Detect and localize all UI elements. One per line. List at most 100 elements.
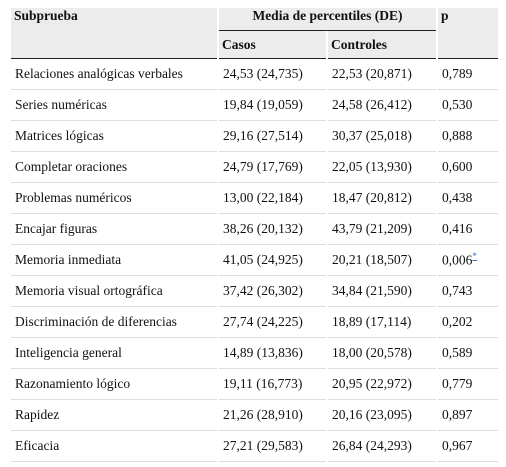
table-row: Encajar figuras 38,26 (20,132) 43,79 (21,2… [11,214,499,245]
table-row: Problemas numéricos 13,00 (22,184) 18,47 (… [11,183,499,214]
table-cell: 14,89 (13,836) [219,338,326,369]
cell-text: 0,789 [442,66,473,81]
table-cell: 34,84 (21,590) [328,276,437,307]
table-cell: Problemas numéricos [11,183,217,214]
table-cell: Series numéricas [11,90,217,121]
cell-text: 20,21 (18,507) [332,252,412,267]
header-cell: Media de percentiles (DE) [219,8,437,31]
table-cell: 0,589 [438,338,499,369]
table-row: Memoria visual ortográfica 37,42 (26,302)… [11,276,499,307]
cell-text: Encajar figuras [15,221,98,236]
cell-text: 24,58 (26,412) [332,97,412,112]
cell-text: 0,202 [442,314,473,329]
header-cell: p [438,8,499,59]
cell-text: 0,416 [442,221,473,236]
table-cell: 0,202 [438,307,499,338]
table-cell: 29,16 (27,514) [219,121,326,152]
table-cell: 22,05 (13,930) [328,152,437,183]
results-table: Subprueba Media de percentiles (DE) p Ca… [9,8,500,462]
table-cell: 30,37 (25,018) [328,121,437,152]
table-cell: 24,79 (17,769) [219,152,326,183]
table-cell: 18,89 (17,114) [328,307,437,338]
table-cell: Relaciones analógicas verbales [11,59,217,90]
cell-text: 18,47 (20,812) [332,190,412,205]
table-cell: Razonamiento lógico [11,369,217,400]
table-cell: 19,84 (19,059) [219,90,326,121]
cell-text: 13,00 (22,184) [223,190,303,205]
cell-text: 0,779 [442,376,473,391]
table-cell: 0,779 [438,369,499,400]
cell-text: Matrices lógicas [15,128,104,143]
table-row: Discriminación de diferencias 27,74 (24,2… [11,307,499,338]
header-cell: Casos [219,31,326,59]
table-cell: 41,05 (24,925) [219,245,326,276]
cell-text: 21,26 (28,910) [223,407,303,422]
footnote-link[interactable]: * [472,251,477,262]
cell-text: 14,89 (13,836) [223,345,303,360]
table-cell: Inteligencia general [11,338,217,369]
table-cell: 24,58 (26,412) [328,90,437,121]
cell-text: 0,438 [442,190,473,205]
table-cell: 13,00 (22,184) [219,183,326,214]
table-cell: 27,21 (29,583) [219,431,326,462]
cell-text: 43,79 (21,209) [332,221,412,236]
table-cell: 27,74 (24,225) [219,307,326,338]
table-cell: Eficacia [11,431,217,462]
cell-text: 41,05 (24,925) [223,252,303,267]
cell-text: 38,26 (20,132) [223,221,303,236]
table-row: Rapidez 21,26 (28,910) 20,16 (23,095) 0,897 [11,400,499,431]
cell-text: Eficacia [15,438,60,453]
table-cell: 19,11 (16,773) [219,369,326,400]
cell-text: 0,888 [442,128,473,143]
table-cell: Matrices lógicas [11,121,217,152]
cell-text: 19,11 (16,773) [223,376,303,391]
cell-text: 24,79 (17,769) [223,159,303,174]
cell-text: 0,743 [442,283,473,298]
table-cell: Completar oraciones [11,152,217,183]
table-cell: 20,21 (18,507) [328,245,437,276]
table-cell: 0,897 [438,400,499,431]
cell-text: Memoria inmediata [15,252,122,267]
table-cell: 0,600 [438,152,499,183]
header-cell: Subprueba [11,8,217,59]
cell-text: Memoria visual ortográfica [15,283,163,298]
cell-text: 22,53 (20,871) [332,66,412,81]
header-cell: Controles [328,31,437,59]
table-cell: 0,416 [438,214,499,245]
table-cell: 0,530 [438,90,499,121]
cell-text: Relaciones analógicas verbales [15,66,183,81]
table-row: Inteligencia general 14,89 (13,836) 18,00 … [11,338,499,369]
table-cell: 18,47 (20,812) [328,183,437,214]
cell-text: 24,53 (24,735) [223,66,303,81]
table-cell: 0,967 [438,431,499,462]
cell-text: Series numéricas [15,97,107,112]
table-cell: 0,438 [438,183,499,214]
table-cell: 26,84 (24,293) [328,431,437,462]
cell-text: 30,37 (25,018) [332,128,412,143]
cell-text: Razonamiento lógico [15,376,131,391]
cell-text: 29,16 (27,514) [223,128,303,143]
table-row: Memoria inmediata 41,05 (24,925) 20,21 (18… [11,245,499,276]
cell-text: 0,006 [442,252,473,268]
table-row: Matrices lógicas 29,16 (27,514) 30,37 (25,… [11,121,499,152]
cell-text: 0,600 [442,159,473,174]
table-cell: 37,42 (26,302) [219,276,326,307]
cell-text: 19,84 (19,059) [223,97,303,112]
table-cell: 0,006* [438,245,499,276]
header-row: Subprueba Media de percentiles (DE) p [11,8,499,59]
table-cell: 38,26 (20,132) [219,214,326,245]
table-cell: Encajar figuras [11,214,217,245]
table-cell: 43,79 (21,209) [328,214,437,245]
table-cell: 0,743 [438,276,499,307]
table-cell: 20,95 (22,972) [328,369,437,400]
table-cell: 24,53 (24,735) [219,59,326,90]
table-cell: 0,789 [438,59,499,90]
cell-text: 0,967 [442,438,473,453]
table-cell: 18,00 (20,578) [328,338,437,369]
table-cell: 21,26 (28,910) [219,400,326,431]
cell-text: 0,589 [442,345,473,360]
cell-text: Discriminación de diferencias [15,314,177,329]
cell-text: 20,95 (22,972) [332,376,412,391]
table-cell: Discriminación de diferencias [11,307,217,338]
